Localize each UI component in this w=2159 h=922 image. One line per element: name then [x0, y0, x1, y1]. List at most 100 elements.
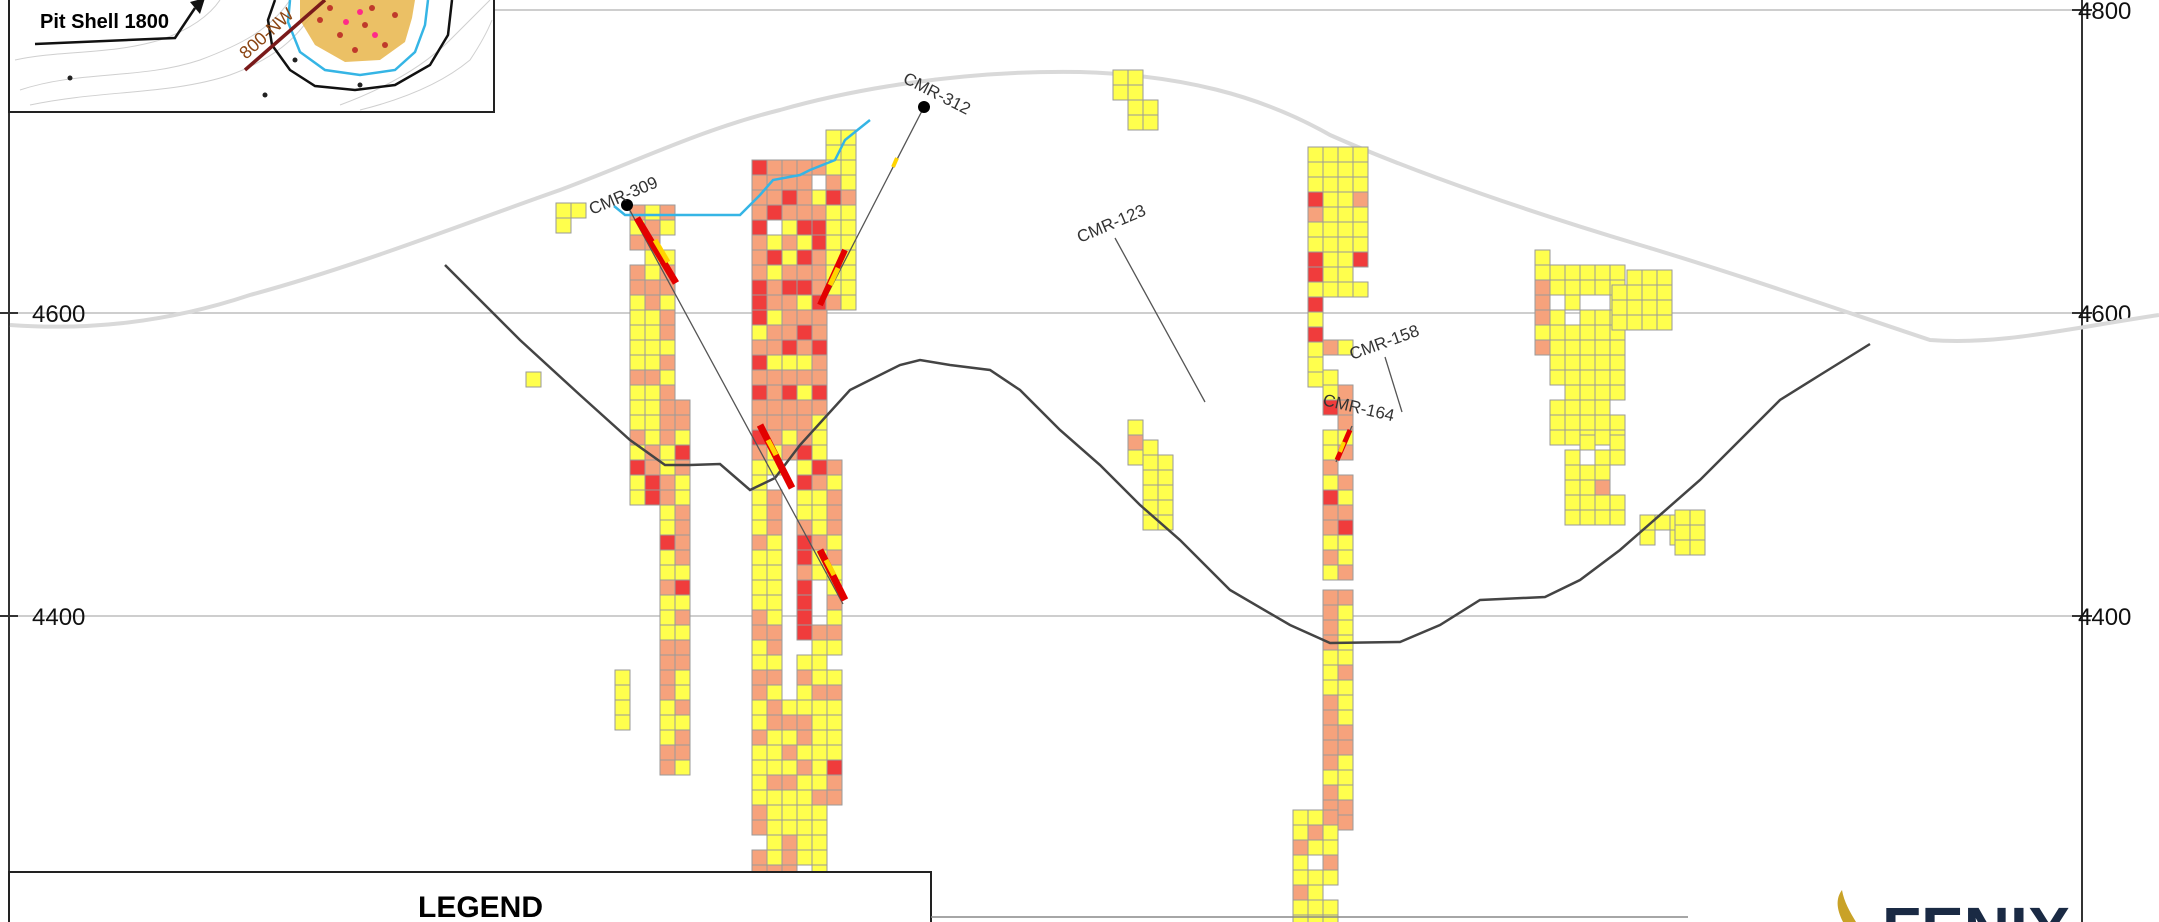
block-cell	[1127, 99, 1144, 116]
block-cell	[1337, 724, 1354, 741]
block-cell	[1594, 429, 1611, 446]
block-cell	[1337, 161, 1354, 178]
block-cell	[1112, 84, 1129, 101]
block-cell	[674, 429, 691, 446]
block-cell	[1337, 649, 1354, 666]
block-cell	[644, 309, 661, 326]
block-cell	[1307, 356, 1324, 373]
block-cell	[659, 474, 676, 491]
block-cell	[751, 549, 768, 566]
block-cell	[796, 594, 813, 611]
block-cell	[1352, 176, 1369, 193]
block-cell	[796, 819, 813, 836]
block-cell	[796, 234, 813, 251]
block-cell	[796, 204, 813, 221]
block-cell	[796, 219, 813, 236]
block-cell	[811, 429, 828, 446]
block-cell	[659, 324, 676, 341]
block-cell	[1337, 206, 1354, 223]
block-cell	[825, 129, 842, 146]
block-cell	[1594, 384, 1611, 401]
block-cell	[796, 834, 813, 851]
block-cell	[1656, 314, 1673, 331]
block-cell	[766, 789, 783, 806]
block-cell	[751, 759, 768, 776]
block-cell	[1594, 479, 1611, 496]
block-cell	[766, 369, 783, 386]
block-cell	[781, 789, 798, 806]
block-cell	[1307, 884, 1324, 901]
block-cell	[659, 339, 676, 356]
block-cell	[644, 324, 661, 341]
block-cell	[811, 219, 828, 236]
block-cell	[644, 459, 661, 476]
block-cell	[1292, 884, 1309, 901]
block-cell	[1689, 524, 1706, 541]
block-cell	[811, 849, 828, 866]
block-cell	[629, 369, 646, 386]
block-cell	[781, 774, 798, 791]
brand-logo-text: FENIX	[1882, 894, 2071, 922]
block-cell	[1549, 309, 1566, 326]
block-cell	[674, 714, 691, 731]
block-cell	[659, 669, 676, 686]
block-cell	[1579, 354, 1596, 371]
block-cell	[1337, 191, 1354, 208]
block-cell	[766, 204, 783, 221]
block-cell	[1322, 266, 1339, 283]
block-cell	[766, 264, 783, 281]
assay-intervals	[633, 157, 1353, 602]
block-cell	[1579, 324, 1596, 341]
block-cell	[629, 384, 646, 401]
pit-shell-outline	[444, 264, 1871, 645]
block-cell	[811, 789, 828, 806]
block-cell	[1322, 914, 1339, 922]
block-cell	[811, 699, 828, 716]
block-cell	[1352, 236, 1369, 253]
block-cell	[1307, 236, 1324, 253]
block-cell	[781, 714, 798, 731]
block-cell	[1564, 369, 1581, 386]
block-cell	[781, 234, 798, 251]
block-cell	[751, 534, 768, 551]
block-cell	[751, 189, 768, 206]
block-cell	[1579, 399, 1596, 416]
block-cell	[766, 339, 783, 356]
block-cell	[751, 159, 768, 176]
block-cell	[1322, 146, 1339, 163]
block-cell	[751, 354, 768, 371]
block-cell	[1337, 236, 1354, 253]
block-cell	[1292, 839, 1309, 856]
block-cell	[751, 339, 768, 356]
block-cell	[674, 759, 691, 776]
block-cell	[781, 834, 798, 851]
block-cell	[674, 489, 691, 506]
block-cell	[1337, 799, 1354, 816]
block-cell	[614, 684, 631, 701]
block-cell	[674, 669, 691, 686]
block-cell	[766, 669, 783, 686]
legend-frame	[8, 871, 932, 922]
block-cell	[811, 309, 828, 326]
block-cell	[1564, 354, 1581, 371]
block-cell	[796, 189, 813, 206]
block-cell	[1307, 221, 1324, 238]
block-cell	[811, 474, 828, 491]
block-cell	[674, 399, 691, 416]
block-cell	[659, 714, 676, 731]
block-cell	[1292, 854, 1309, 871]
block-cell	[1307, 281, 1324, 298]
block-cell	[1656, 284, 1673, 301]
block-cell	[659, 489, 676, 506]
block-cell	[781, 729, 798, 746]
block-cell	[840, 174, 857, 191]
block-cell	[811, 654, 828, 671]
block-cell	[766, 414, 783, 431]
block-cell	[1626, 269, 1643, 286]
block-cell	[629, 474, 646, 491]
block-cell	[644, 429, 661, 446]
block-cell	[1352, 221, 1369, 238]
inset-pit-outline-blue	[286, 0, 430, 77]
block-cell	[1609, 509, 1626, 526]
block-cell	[1322, 251, 1339, 268]
